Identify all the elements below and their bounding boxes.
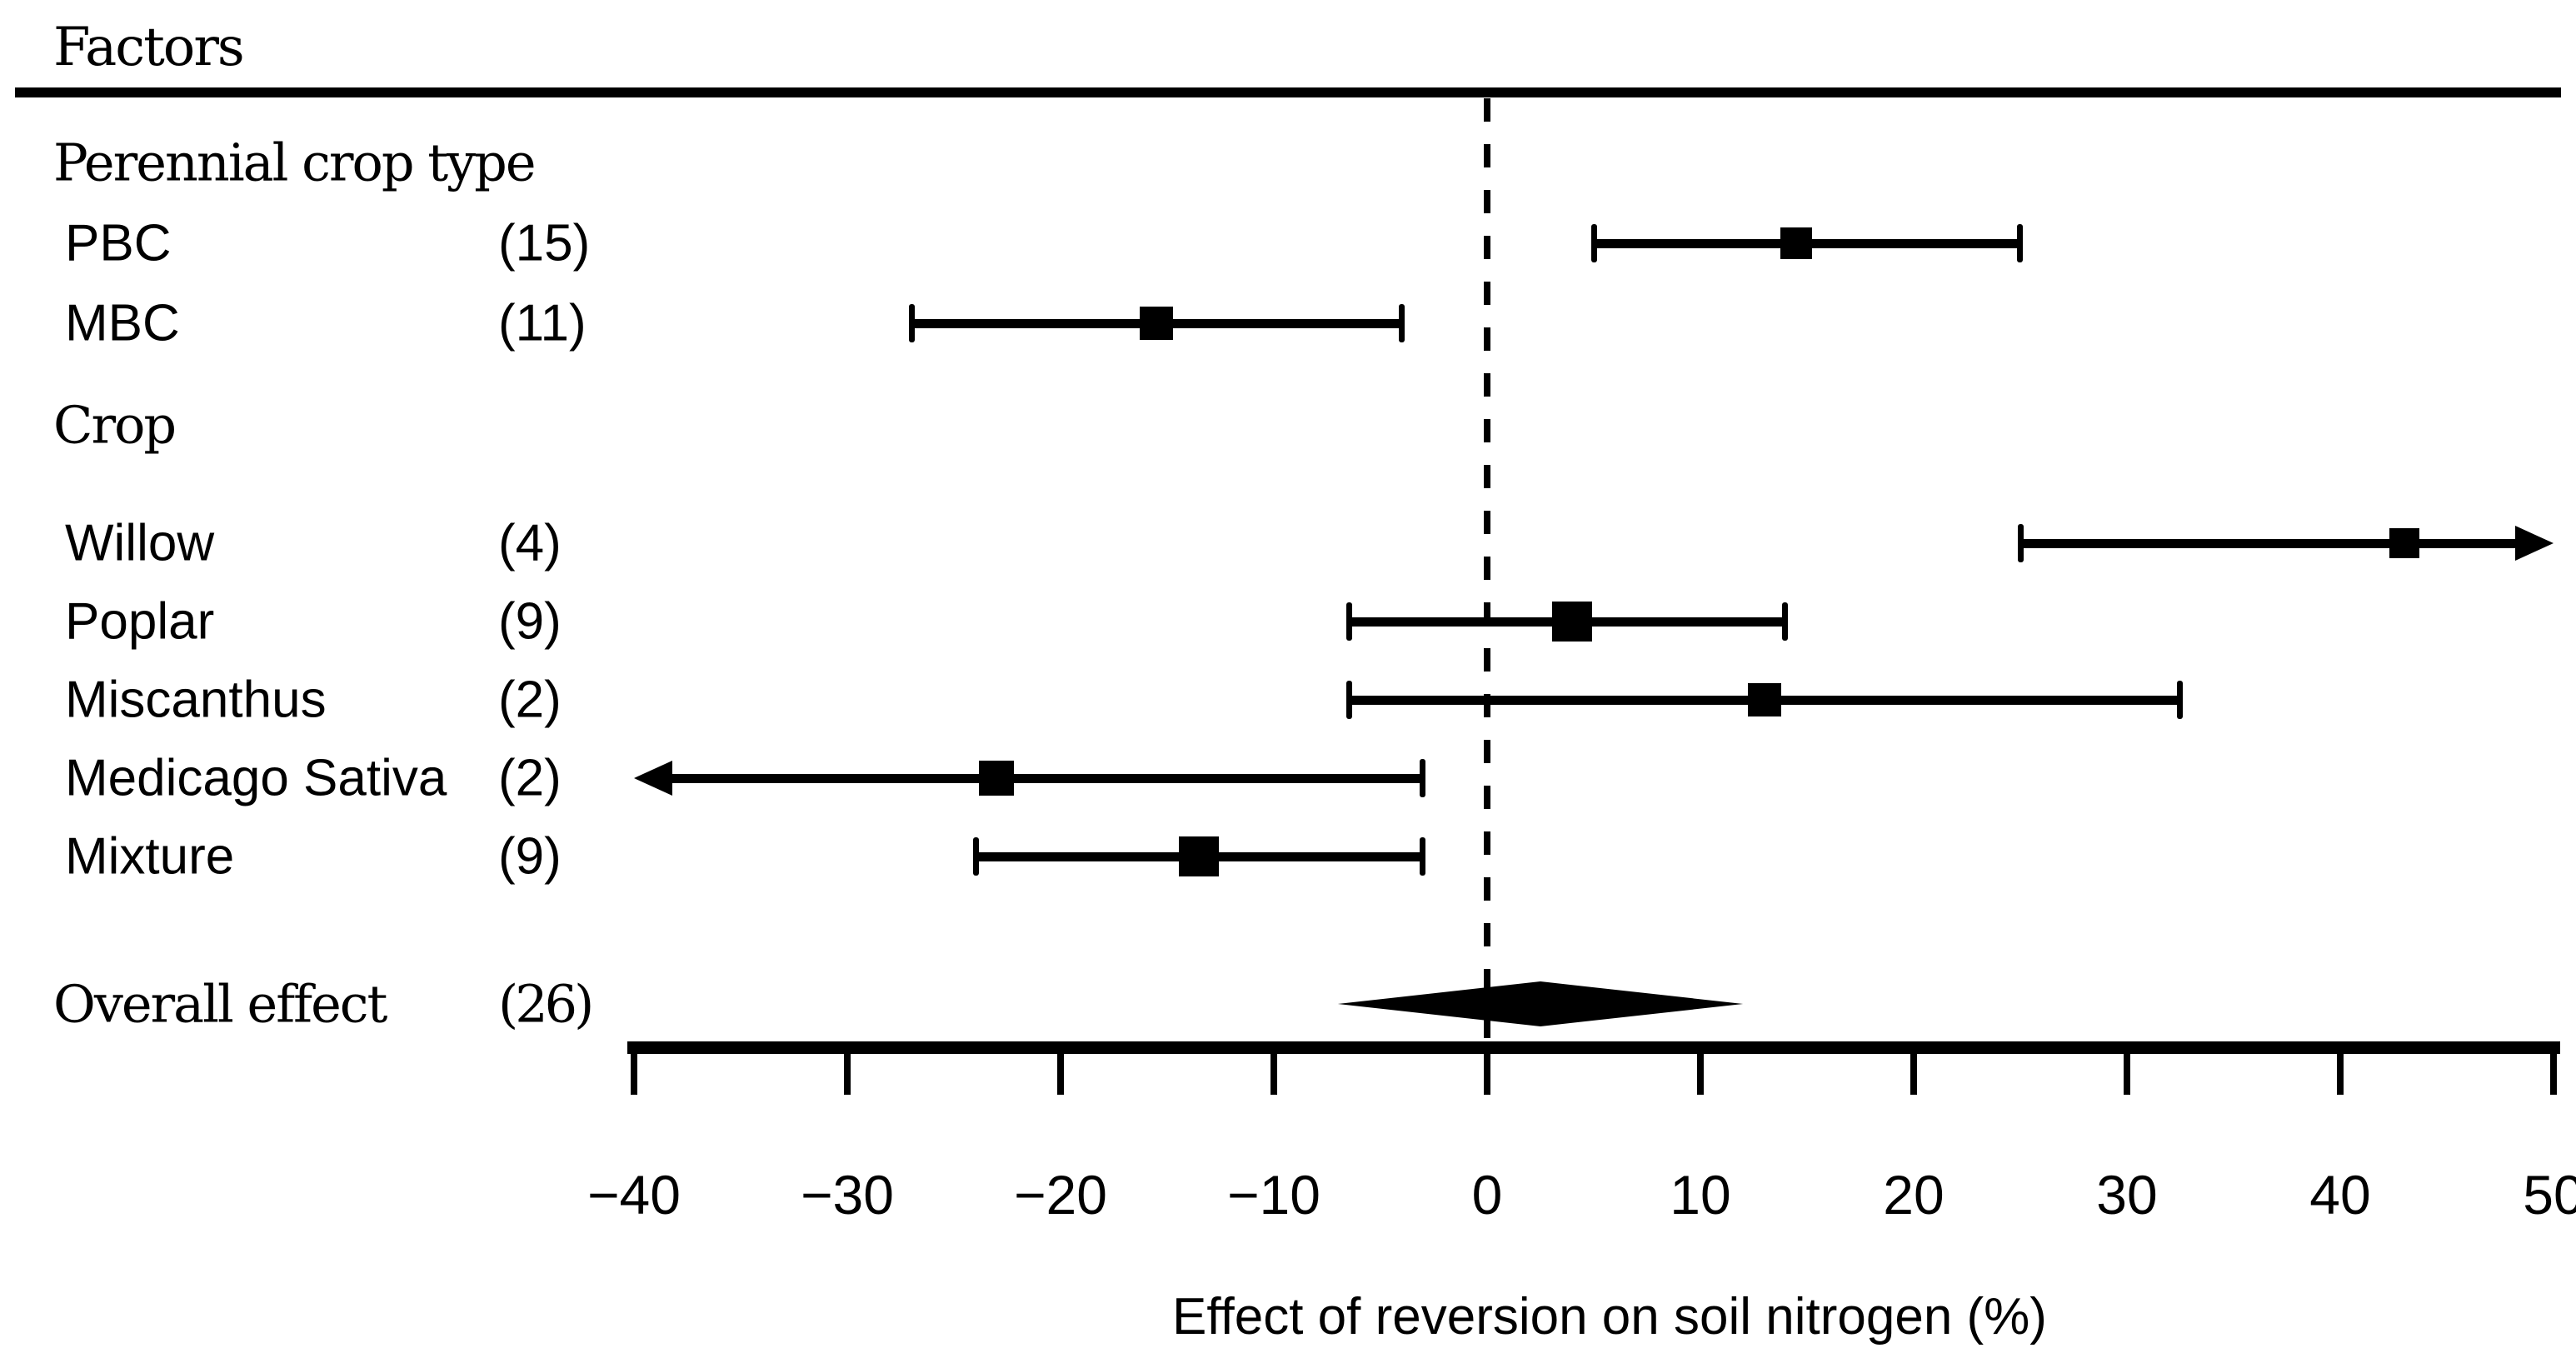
x-axis-tick (844, 1041, 851, 1095)
estimate-marker (1140, 307, 1174, 340)
row-label: Willow (65, 514, 215, 572)
x-axis-tick (2124, 1041, 2130, 1095)
row-label: MBC (65, 294, 180, 352)
chart-title: Factors (53, 17, 245, 78)
x-axis-tick-label: 40 (2309, 1164, 2371, 1226)
x-axis-tick-label: 0 (1471, 1164, 1503, 1226)
row-label: Miscanthus (65, 671, 327, 729)
ci-line (667, 774, 1424, 783)
estimate-marker (1179, 836, 1220, 876)
x-axis-tick-label: −30 (801, 1164, 894, 1226)
estimate-marker (1552, 602, 1593, 642)
x-axis-tick-label: −10 (1227, 1164, 1320, 1226)
ci-arrow-left-icon (634, 761, 672, 796)
group-heading-perennial-crop-type: Perennial crop type (53, 132, 537, 193)
ci-line (2020, 539, 2520, 548)
x-axis-tick (1057, 1041, 1064, 1095)
x-axis-tick-label: 20 (1883, 1164, 1944, 1226)
row-count: (2) (498, 749, 562, 807)
row-label: Poplar (65, 592, 215, 651)
header-rule (15, 87, 2561, 97)
estimate-marker (1747, 683, 1781, 716)
estimate-marker (1780, 227, 1813, 259)
overall-effect-label: Overall effect (53, 973, 387, 1035)
row-count: (11) (498, 294, 587, 352)
x-axis-tick (1271, 1041, 1277, 1095)
row-label: PBC (65, 214, 172, 272)
row-count: (2) (498, 671, 562, 729)
ci-arrow-right-icon (2515, 526, 2554, 561)
x-axis-title: Effect of reversion on soil nitrogen (%) (1172, 1288, 2047, 1346)
overall-effect-diamond (1337, 981, 1744, 1026)
row-label: Mixture (65, 827, 235, 886)
x-axis-tick-label: 50 (2523, 1164, 2576, 1226)
group-heading-crop: Crop (53, 394, 177, 456)
overall-effect-count: (26) (498, 973, 594, 1035)
row-count: (9) (498, 592, 562, 651)
x-axis-tick (2550, 1041, 2557, 1095)
x-axis-tick-label: −20 (1014, 1164, 1107, 1226)
row-label: Medicago Sativa (65, 749, 447, 807)
estimate-marker (979, 761, 1015, 796)
x-axis-tick (1484, 1041, 1490, 1095)
row-count: (4) (498, 514, 562, 572)
x-axis-tick (1697, 1041, 1704, 1095)
row-count: (9) (498, 827, 562, 886)
zero-reference-line (1484, 98, 1490, 1041)
x-axis-tick-label: −40 (587, 1164, 681, 1226)
row-count: (15) (498, 214, 591, 272)
x-axis-tick (2337, 1041, 2344, 1095)
x-axis-tick-label: 30 (2096, 1164, 2158, 1226)
x-axis-tick (1910, 1041, 1917, 1095)
x-axis-line (627, 1041, 2560, 1054)
x-axis-tick-label: 10 (1670, 1164, 1731, 1226)
estimate-marker (2389, 528, 2419, 558)
x-axis-tick (631, 1041, 637, 1095)
